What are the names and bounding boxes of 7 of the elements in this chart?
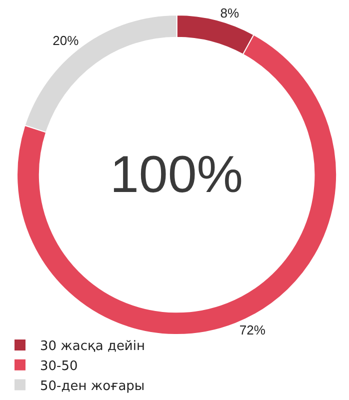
data-label: 72% [239, 322, 266, 338]
legend-label: 50-ден жоғары [40, 378, 145, 394]
legend-label: 30 жасқа дейін [40, 339, 145, 354]
legend-label: 30-50 [40, 358, 78, 374]
text: 100% [110, 146, 243, 204]
data-label: 8% [220, 5, 240, 20]
data-label: 20% [52, 33, 80, 48]
